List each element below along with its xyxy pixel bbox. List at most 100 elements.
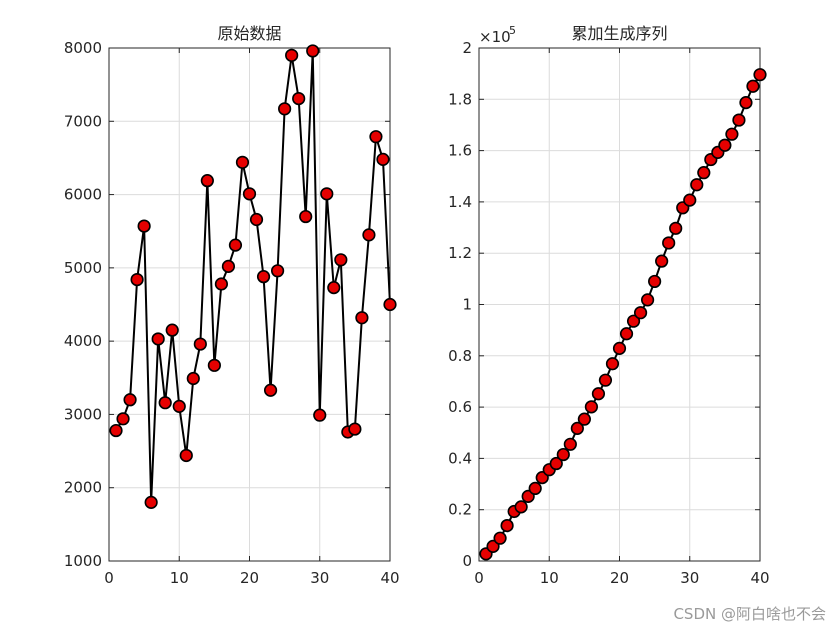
data-point [528,481,542,496]
chart-accumulated-series: 0 10 20 30 40 0 0.2 0.4 0.6 0.8 1 1.2 1.4 1.6 1.8 2 累加生成… [448,24,769,587]
data-point [605,357,620,371]
x-tick-label: 40 [380,569,399,587]
y-tick-label: 1000 [64,552,102,570]
y-tick-label: 1.2 [448,244,472,262]
watermark-text: CSDN @阿白啥也不会 [673,605,826,623]
data-point [193,337,207,351]
data-point [221,259,236,273]
data-point [299,209,313,224]
y-tick-label: 2 [462,39,472,57]
data-point [278,102,292,116]
x-tick-label: 10 [540,569,559,587]
data-point [200,174,214,188]
data-point [697,166,711,180]
data-point [626,314,641,328]
x-tick-label: 30 [680,569,699,587]
data-point [207,358,221,372]
data-point [753,68,767,82]
series-line [115,50,391,503]
data-point [718,138,732,152]
y-tick-label: 6000 [64,186,102,204]
x-tick-label: 30 [310,569,329,587]
data-point [725,127,739,141]
y-tick-label: 7000 [64,112,102,130]
data-point [151,332,165,346]
data-point [619,327,634,341]
data-point [235,155,250,169]
data-point [563,437,577,451]
x-tick-label: 20 [610,569,629,587]
data-point [369,130,383,144]
data-point [655,254,669,268]
data-point [493,531,507,545]
data-point [348,422,362,436]
y-tick-label: 1.8 [448,90,472,108]
data-point [292,91,306,106]
data-point [271,264,285,278]
data-point [669,221,683,235]
data-point [179,448,193,463]
y-axis-exponent: 5 [509,24,516,37]
data-point [214,277,228,291]
data-point [591,387,606,401]
y-tick-label: 1.6 [448,142,472,160]
y-tick-label: 2000 [64,479,102,497]
data-point [732,113,746,127]
y-tick-label: 0.4 [448,449,472,467]
y-axis-multiplier: ×10 [479,28,511,46]
data-point [320,187,334,201]
y-tick-label: 8000 [64,39,102,57]
data-point [739,96,753,110]
data-point [514,500,528,514]
y-tick-label: 4000 [64,332,102,350]
data-point [577,412,591,426]
data-point [648,274,662,289]
data-point [109,423,123,438]
data-point [570,421,584,435]
data-point [556,447,570,462]
data-point [137,219,151,233]
x-tick-label: 10 [170,569,189,587]
data-point [633,306,648,320]
data-point [376,152,390,166]
data-point [158,396,172,410]
y-tick-label: 1.4 [448,193,472,211]
y-tick-label: 3000 [64,405,102,423]
x-tick-label: 0 [104,569,114,587]
x-tick-label: 0 [474,569,484,587]
y-tick-label: 5000 [64,259,102,277]
data-point [285,48,299,62]
data-point [334,253,348,267]
data-point [123,393,137,407]
y-tick-label: 0.8 [448,347,472,365]
y-tick-label: 0.6 [448,398,472,416]
data-point [165,323,179,337]
data-point [228,238,243,252]
data-point [327,281,341,295]
y-tick-label: 0 [462,552,472,570]
chart-title: 累加生成序列 [571,24,667,43]
data-point [256,270,271,284]
data-point [486,539,500,553]
data-point [186,371,200,386]
data-point [690,178,704,192]
data-point [362,228,376,242]
data-point [144,495,158,509]
data-point [500,519,514,533]
x-tick-label: 20 [240,569,259,587]
data-point [640,293,655,307]
grid-lines [478,47,761,562]
data-point [172,399,186,413]
data-point [549,456,563,471]
data-point [746,79,760,93]
y-tick-label: 0.2 [448,501,472,519]
data-point [598,373,613,387]
data-point [584,400,599,414]
x-tick-label: 40 [750,569,769,587]
chart-title: 原始数据 [217,24,281,43]
data-point [116,412,130,426]
data-point [683,193,697,207]
chart-raw-data: 0 10 20 30 40 1000 2000 3000 4000 5000 6000 7000 800… [64,24,400,587]
data-point [242,187,257,201]
